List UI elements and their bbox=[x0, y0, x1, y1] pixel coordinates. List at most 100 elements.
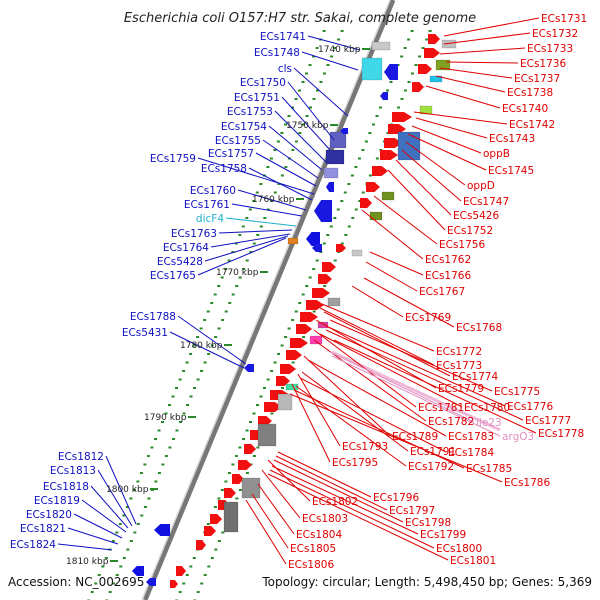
forward-gene-arrow[interactable] bbox=[424, 48, 440, 58]
forward-gene-arrow[interactable] bbox=[418, 64, 432, 74]
gene-label-ECs1821[interactable]: ECs1821 bbox=[20, 523, 66, 535]
gene-label-ECs1792[interactable]: ECs1792 bbox=[408, 461, 454, 473]
gene-label-ile23[interactable]: ile23 bbox=[476, 417, 502, 429]
gene-label-ECs1785[interactable]: ECs1785 bbox=[466, 463, 512, 475]
forward-gene-arrow[interactable] bbox=[366, 182, 380, 192]
gene-label-ECs1763[interactable]: ECs1763 bbox=[171, 228, 217, 240]
gene-label-ECs1759[interactable]: ECs1759 bbox=[150, 153, 196, 165]
gene-label-ECs1820[interactable]: ECs1820 bbox=[26, 509, 72, 521]
forward-gene-arrow[interactable] bbox=[290, 338, 308, 348]
gene-label-ECs1778[interactable]: ECs1778 bbox=[538, 428, 584, 440]
forward-gene-arrow[interactable] bbox=[318, 274, 332, 284]
gene-label-ECs1824[interactable]: ECs1824 bbox=[10, 539, 56, 551]
forward-gene-arrow[interactable] bbox=[312, 288, 330, 298]
gene-label-ECs1777[interactable]: ECs1777 bbox=[525, 415, 571, 427]
forward-gene-arrow[interactable] bbox=[412, 82, 424, 92]
gene-label-ECs5428[interactable]: ECs5428 bbox=[157, 256, 203, 268]
gene-label-ECs1803[interactable]: ECs1803 bbox=[302, 513, 348, 525]
forward-gene-arrow[interactable] bbox=[224, 488, 236, 498]
reverse-gene-block[interactable] bbox=[287, 237, 299, 245]
gene-label-ECs1802[interactable]: ECs1802 bbox=[312, 496, 358, 508]
gene-label-ECs1748[interactable]: ECs1748 bbox=[254, 47, 300, 59]
forward-gene-block[interactable] bbox=[369, 211, 383, 221]
gene-label-ECs1776[interactable]: ECs1776 bbox=[507, 401, 553, 413]
reverse-gene-arrow[interactable] bbox=[340, 128, 348, 134]
reverse-gene-arrow[interactable] bbox=[132, 566, 144, 576]
gene-label-ECs1789[interactable]: ECs1789 bbox=[392, 431, 438, 443]
gene-label-ECs1788[interactable]: ECs1788 bbox=[130, 311, 176, 323]
forward-gene-arrow[interactable] bbox=[428, 34, 440, 44]
forward-gene-arrow[interactable] bbox=[244, 444, 256, 454]
forward-gene-arrow[interactable] bbox=[276, 376, 290, 386]
gene-label-ECs5431[interactable]: ECs5431 bbox=[122, 327, 168, 339]
forward-gene-arrow[interactable] bbox=[258, 416, 272, 426]
gene-label-ECs1754[interactable]: ECs1754 bbox=[221, 121, 267, 133]
gene-label-ECs1731[interactable]: ECs1731 bbox=[541, 13, 587, 25]
gene-label-ECs1751[interactable]: ECs1751 bbox=[234, 92, 280, 104]
gene-label-ECs1767[interactable]: ECs1767 bbox=[419, 286, 465, 298]
gene-label-ECs1747[interactable]: ECs1747 bbox=[463, 196, 509, 208]
gene-label-ECs1813[interactable]: ECs1813 bbox=[50, 465, 96, 477]
gene-label-ECs1806[interactable]: ECs1806 bbox=[288, 559, 334, 571]
gene-label-ECs1783[interactable]: ECs1783 bbox=[448, 431, 494, 443]
gene-label-ECs1736[interactable]: ECs1736 bbox=[520, 58, 566, 70]
forward-gene-arrow[interactable] bbox=[264, 402, 282, 412]
reverse-gene-arrow[interactable] bbox=[312, 244, 322, 252]
reverse-gene-block[interactable] bbox=[323, 167, 339, 179]
gene-label-ECs1780[interactable]: ECs1780 bbox=[464, 402, 510, 414]
gene-label-ECs1819[interactable]: ECs1819 bbox=[34, 495, 80, 507]
gene-label-ECs1761[interactable]: ECs1761 bbox=[184, 199, 230, 211]
forward-gene-block[interactable] bbox=[435, 59, 451, 71]
gene-label-ECs1750[interactable]: ECs1750 bbox=[240, 77, 286, 89]
forward-gene-arrow[interactable] bbox=[232, 474, 244, 484]
forward-gene-block[interactable] bbox=[241, 477, 261, 499]
gene-label-ECs1764[interactable]: ECs1764 bbox=[163, 242, 209, 254]
gene-label-ECs1812[interactable]: ECs1812 bbox=[58, 451, 104, 463]
gene-label-ECs1769[interactable]: ECs1769 bbox=[405, 312, 451, 324]
forward-gene-arrow[interactable] bbox=[286, 350, 302, 360]
gene-label-ECs1797[interactable]: ECs1797 bbox=[389, 505, 435, 517]
reverse-gene-arrow[interactable] bbox=[384, 64, 398, 80]
gene-label-ECs1795[interactable]: ECs1795 bbox=[332, 457, 378, 469]
gene-label-ECs1784[interactable]: ECs1784 bbox=[448, 447, 494, 459]
gene-label-ECs1782[interactable]: ECs1782 bbox=[428, 416, 474, 428]
forward-gene-arrow[interactable] bbox=[360, 198, 372, 208]
gene-label-ECs1765[interactable]: ECs1765 bbox=[150, 270, 196, 282]
forward-gene-block[interactable] bbox=[223, 501, 239, 533]
gene-label-ECs1738[interactable]: ECs1738 bbox=[507, 87, 553, 99]
reverse-gene-block[interactable] bbox=[325, 149, 345, 165]
gene-label-ECs1804[interactable]: ECs1804 bbox=[296, 529, 342, 541]
forward-gene-arrow[interactable] bbox=[380, 150, 398, 160]
forward-gene-arrow[interactable] bbox=[384, 138, 402, 148]
reverse-gene-block[interactable] bbox=[371, 41, 391, 51]
gene-label-oppB[interactable]: oppB bbox=[483, 148, 510, 160]
forward-gene-arrow[interactable] bbox=[296, 324, 312, 334]
forward-gene-arrow[interactable] bbox=[170, 580, 178, 588]
gene-label-ECs1774[interactable]: ECs1774 bbox=[452, 371, 498, 383]
reverse-gene-arrow[interactable] bbox=[320, 210, 330, 218]
forward-gene-arrow[interactable] bbox=[392, 112, 412, 122]
forward-gene-arrow[interactable] bbox=[176, 566, 186, 576]
forward-gene-arrow[interactable] bbox=[322, 262, 336, 272]
forward-gene-block[interactable] bbox=[397, 131, 421, 161]
gene-label-ECs1779[interactable]: ECs1779 bbox=[438, 383, 484, 395]
gene-label-ECs1762[interactable]: ECs1762 bbox=[425, 254, 471, 266]
gene-label-ECs1791[interactable]: ECs1791 bbox=[410, 446, 456, 458]
gene-label-oppD[interactable]: oppD bbox=[467, 180, 495, 192]
gene-label-ECs1800[interactable]: ECs1800 bbox=[436, 543, 482, 555]
reverse-gene-arrow[interactable] bbox=[380, 92, 388, 100]
gene-label-ECs1766[interactable]: ECs1766 bbox=[425, 270, 471, 282]
reverse-gene-arrow[interactable] bbox=[244, 364, 254, 372]
gene-label-ECs1796[interactable]: ECs1796 bbox=[373, 492, 419, 504]
gene-label-ECs1772[interactable]: ECs1772 bbox=[436, 346, 482, 358]
reverse-gene-arrow[interactable] bbox=[326, 182, 334, 192]
reverse-gene-arrow[interactable] bbox=[154, 524, 170, 536]
gene-label-ECs1798[interactable]: ECs1798 bbox=[405, 517, 451, 529]
gene-label-ECs1756[interactable]: ECs1756 bbox=[439, 239, 485, 251]
forward-gene-arrow[interactable] bbox=[280, 364, 296, 374]
gene-label-ECs1741[interactable]: ECs1741 bbox=[260, 31, 306, 43]
forward-gene-block[interactable] bbox=[441, 39, 457, 49]
forward-gene-arrow[interactable] bbox=[300, 312, 318, 322]
gene-label-ECs1775[interactable]: ECs1775 bbox=[494, 386, 540, 398]
